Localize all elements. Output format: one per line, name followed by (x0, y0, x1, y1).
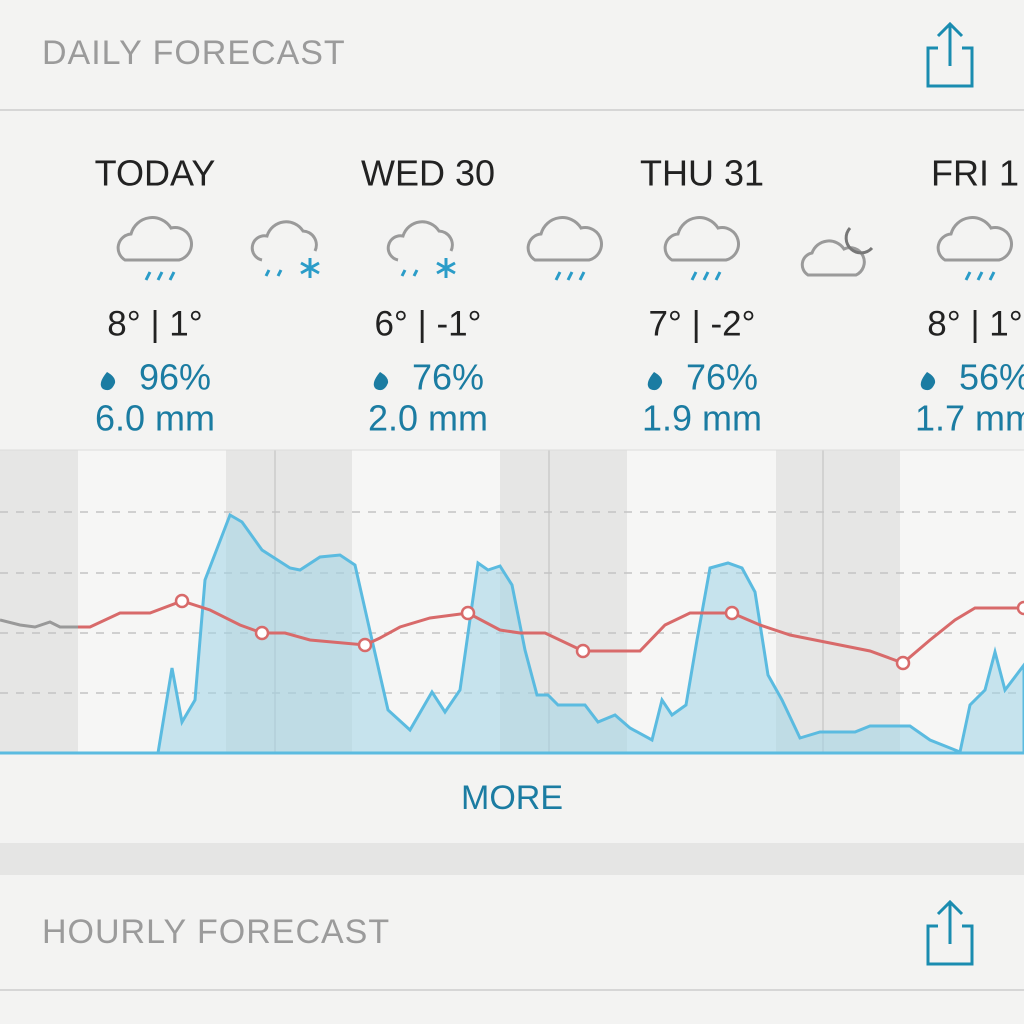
day-label: FRI 1 (931, 153, 1019, 194)
precip-amount: 1.9 mm (642, 398, 762, 439)
day-label: TODAY (95, 153, 216, 194)
section-title: DAILY FORECAST (42, 34, 346, 72)
temperature-range: 7° | -2° (648, 304, 755, 343)
more-button[interactable]: MORE (461, 779, 563, 817)
section-gap (0, 843, 1024, 875)
precip-amount: 6.0 mm (95, 398, 215, 439)
day-label: THU 31 (640, 153, 764, 194)
precip-amount: 1.7 mm (915, 398, 1024, 439)
section-title: HOURLY FORECAST (42, 913, 390, 951)
weather-icons (116, 216, 1013, 281)
precip-chance: 76% (412, 357, 484, 398)
drop-icon (100, 372, 116, 391)
temperature-range: 6° | -1° (374, 304, 481, 343)
drop-icon (920, 372, 936, 391)
precip-chance: 96% (139, 357, 211, 398)
temperature-range: 8° | 1° (107, 304, 202, 343)
precip-amount: 2.0 mm (368, 398, 488, 439)
precip-chance: 56% (959, 357, 1024, 398)
day-label: WED 30 (361, 153, 495, 194)
drop-icon (373, 372, 389, 391)
temperature-range: 8° | 1° (927, 304, 1022, 343)
share-button[interactable] (926, 899, 974, 966)
precip-chance: 76% (686, 357, 758, 398)
forecast-graph (0, 449, 1024, 755)
share-button[interactable] (926, 21, 974, 88)
drop-icon (647, 372, 663, 391)
